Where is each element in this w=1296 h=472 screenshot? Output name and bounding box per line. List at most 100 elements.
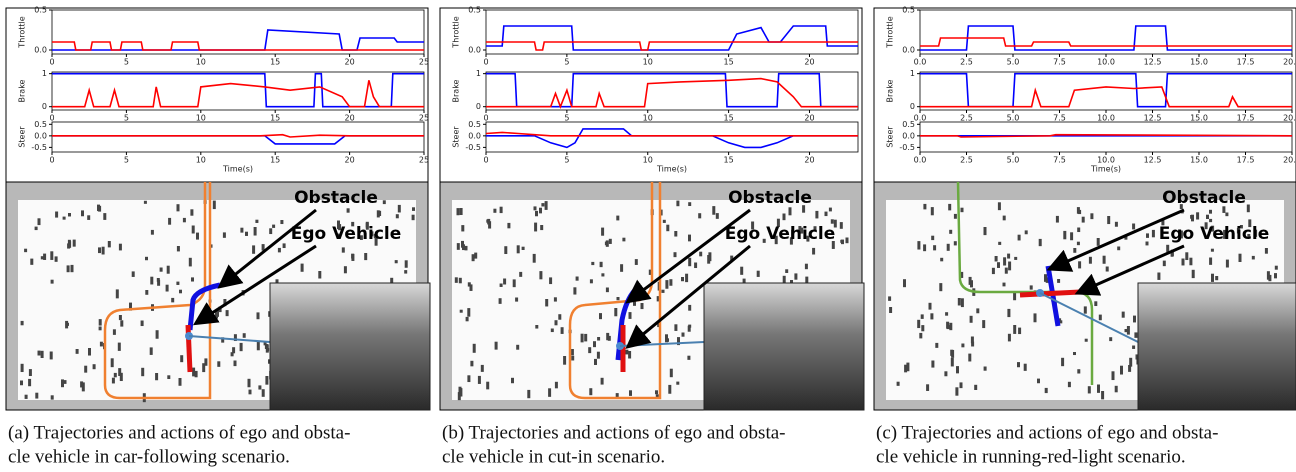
- map-obstacle-dot: [1209, 258, 1212, 265]
- map-obstacle-dot: [67, 265, 70, 272]
- map-obstacle-dot: [226, 310, 229, 316]
- map-obstacle-dot: [1120, 366, 1123, 375]
- map-obstacle-dot: [248, 379, 251, 387]
- map-obstacle-dot: [1182, 259, 1185, 266]
- map-obstacle-dot: [794, 273, 797, 279]
- map-obstacle-dot: [616, 216, 619, 221]
- map-obstacle-dot: [1070, 232, 1073, 240]
- map-obstacle-dot: [757, 271, 760, 277]
- x-tick-label: 20.0: [1283, 156, 1296, 165]
- map-obstacle-dot: [145, 290, 148, 295]
- map-obstacle-dot: [470, 284, 473, 291]
- map-obstacle-dot: [716, 213, 719, 219]
- y-tick-label: 1: [910, 69, 915, 78]
- map-obstacle-dot: [1024, 364, 1027, 371]
- map-obstacle-dot: [503, 279, 506, 285]
- map-obstacle-dot: [539, 208, 542, 214]
- map-obstacle-dot: [688, 202, 691, 206]
- map-obstacle-dot: [1275, 266, 1278, 270]
- map-obstacle-dot: [141, 368, 144, 376]
- map-obstacle-dot: [948, 204, 951, 210]
- caption: (b) Trajectories and actions of ego and …: [442, 422, 786, 443]
- map-obstacle-dot: [940, 258, 943, 262]
- map-obstacle-dot: [1134, 332, 1137, 337]
- map-obstacle-dot: [156, 330, 159, 339]
- map-obstacle-dot: [217, 361, 220, 367]
- map-obstacle-dot: [668, 385, 671, 394]
- map-obstacle-dot: [71, 265, 74, 272]
- map-obstacle-dot: [945, 312, 948, 315]
- map-obstacle-dot: [278, 248, 281, 252]
- map-obstacle-dot: [280, 220, 283, 224]
- map-obstacle-dot: [555, 382, 558, 389]
- map-obstacle-dot: [460, 208, 463, 215]
- map-obstacle-dot: [949, 323, 952, 330]
- y-axis-label: Throttle: [886, 16, 895, 48]
- map-obstacle-dot: [1097, 385, 1100, 393]
- map-obstacle-dot: [1239, 254, 1242, 262]
- map-obstacle-dot: [1192, 270, 1195, 278]
- x-tick-label: 5.0: [1007, 58, 1020, 67]
- map-obstacle-dot: [457, 208, 460, 215]
- map-obstacle-dot: [954, 241, 957, 245]
- map-obstacle-dot: [984, 227, 987, 235]
- map-obstacle-dot: [976, 308, 979, 313]
- map-obstacle-dot: [1132, 224, 1135, 230]
- map-obstacle-dot: [118, 343, 121, 351]
- map-obstacle-dot: [1115, 222, 1118, 227]
- x-tick-label: 5.0: [1007, 156, 1020, 165]
- map-obstacle-dot: [540, 225, 543, 230]
- map-obstacle-dot: [606, 333, 609, 340]
- map-obstacle-dot: [1209, 219, 1212, 222]
- map-obstacle-dot: [113, 329, 116, 335]
- map-obstacle-dot: [815, 211, 818, 219]
- map-obstacle-dot: [923, 204, 926, 209]
- map-obstacle-dot: [1157, 273, 1160, 280]
- map-obstacle-dot: [25, 395, 28, 399]
- map-obstacle-dot: [231, 352, 234, 356]
- y-tick-label: 1: [476, 69, 481, 78]
- map-obstacle-dot: [179, 378, 182, 386]
- map-obstacle-dot: [265, 376, 268, 385]
- map-obstacle-dot: [151, 230, 154, 235]
- map-obstacle-dot: [235, 276, 238, 282]
- y-tick-label: 0.0: [34, 131, 47, 140]
- map-obstacle-dot: [63, 217, 66, 220]
- map-obstacle-dot: [951, 350, 954, 358]
- caption: cle vehicle in running-red-light scenari…: [876, 446, 1186, 467]
- map-obstacle-dot: [1008, 262, 1011, 271]
- map-obstacle-dot: [535, 325, 538, 329]
- map-obstacle-dot: [513, 279, 516, 287]
- map-obstacle-dot: [629, 312, 632, 319]
- map-obstacle-dot: [1190, 215, 1193, 219]
- x-tick-label: 10: [196, 156, 206, 165]
- map-obstacle-dot: [681, 277, 684, 281]
- map-obstacle-dot: [584, 334, 587, 342]
- map-obstacle-dot: [1211, 274, 1214, 282]
- map-obstacle-dot: [708, 252, 711, 261]
- map-obstacle-dot: [785, 269, 788, 273]
- map-obstacle-dot: [41, 256, 44, 259]
- map-obstacle-dot: [606, 240, 609, 246]
- map-obstacle-dot: [1073, 248, 1076, 253]
- caption: (a) Trajectories and actions of ego and …: [8, 422, 350, 443]
- map-obstacle-dot: [504, 246, 507, 254]
- map-obstacle-dot: [545, 299, 548, 306]
- map-obstacle-dot: [663, 220, 666, 223]
- map-obstacle-dot: [688, 305, 691, 311]
- map-obstacle-dot: [676, 382, 679, 385]
- map-obstacle-dot: [50, 352, 53, 360]
- caption: cle vehicle in car-following scenario.: [8, 446, 290, 467]
- map-obstacle-dot: [829, 208, 832, 212]
- map-obstacle-dot: [1014, 257, 1017, 260]
- x-tick-label: 12.5: [1144, 156, 1162, 165]
- map-obstacle-dot: [961, 208, 964, 212]
- x-tick-label: 7.5: [1053, 156, 1066, 165]
- map-obstacle-dot: [1089, 257, 1092, 264]
- map-obstacle-dot: [1117, 247, 1120, 251]
- map-obstacle-dot: [470, 361, 473, 367]
- map-obstacle-dot: [500, 284, 503, 287]
- x-axis-label: Time(s): [656, 165, 687, 174]
- map-obstacle-dot: [240, 343, 243, 351]
- map-obstacle-dot: [545, 201, 548, 210]
